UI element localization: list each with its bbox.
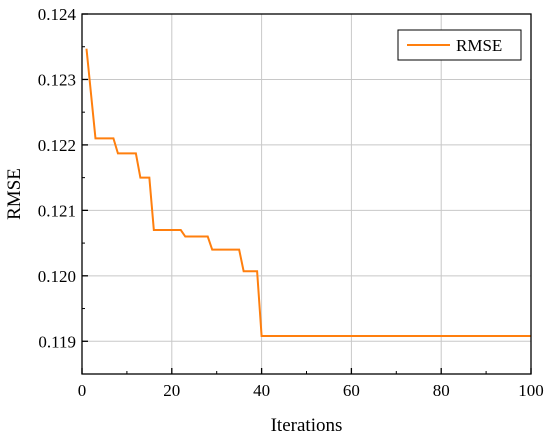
y-axis-title: RMSE: [4, 168, 25, 220]
grid-lines: [82, 14, 531, 374]
x-tick-label: 0: [78, 381, 87, 400]
y-tick-label: 0.120: [38, 267, 76, 286]
x-tick-label: 40: [253, 381, 270, 400]
x-axis-title: Iterations: [271, 415, 343, 436]
x-tick-label: 100: [518, 381, 544, 400]
series-line-rmse: [85, 48, 531, 338]
y-tick-label: 0.121: [38, 201, 76, 220]
x-tick-label: 20: [163, 381, 180, 400]
x-tick-label: 80: [433, 381, 450, 400]
axis-ticks: 0 20 40 60 80 100 0.119 0.120 0.121 0.122 0.123 0.1…: [38, 5, 544, 400]
legend: RMSE: [397, 29, 522, 61]
y-tick-label: 0.123: [38, 70, 76, 89]
y-tick-label: 0.119: [38, 332, 76, 351]
y-tick-label: 0.124: [38, 5, 77, 24]
series-layer: [85, 48, 531, 338]
y-tick-label: 0.122: [38, 136, 76, 155]
legend-label-rmse: RMSE: [456, 36, 502, 55]
x-tick-label: 60: [343, 381, 360, 400]
